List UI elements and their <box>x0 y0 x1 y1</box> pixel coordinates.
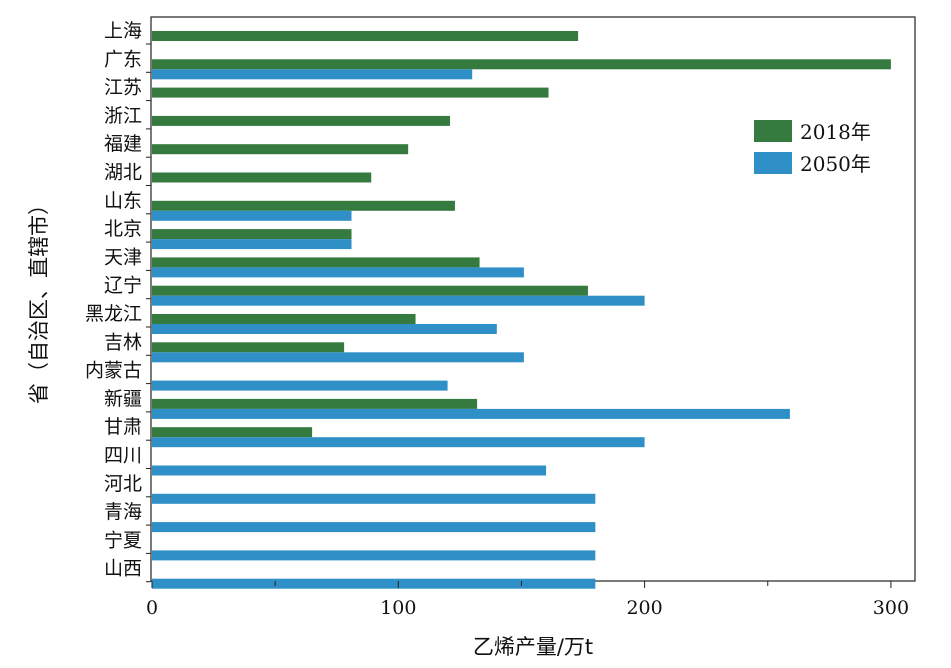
category-label: 吉林 <box>104 331 142 353</box>
bar-2018 <box>152 285 588 296</box>
x-tick-label: 300 <box>873 597 909 619</box>
legend-swatch-2050 <box>754 152 792 174</box>
bar-2018 <box>152 115 451 126</box>
bar-2050 <box>152 352 524 363</box>
bar-2050 <box>152 437 645 448</box>
bar-2050 <box>152 210 352 221</box>
category-label: 新疆 <box>104 388 142 410</box>
bar-2018 <box>152 342 345 353</box>
bar-2018 <box>152 314 416 324</box>
category-label: 天津 <box>104 246 142 268</box>
category-label: 江苏 <box>104 77 142 99</box>
bar-2018 <box>152 229 352 240</box>
category-label: 上海 <box>104 20 142 42</box>
bar-2018 <box>152 87 549 98</box>
category-label: 内蒙古 <box>85 360 142 382</box>
bar-2018 <box>152 200 455 211</box>
y-axis-title: 省（自治区、直辖市） <box>27 194 51 404</box>
category-label: 山东 <box>104 190 142 212</box>
legend: 2018年 2050年 <box>754 120 871 176</box>
bar-2018 <box>152 257 480 268</box>
category-label: 北京 <box>104 218 142 240</box>
legend-swatch-2018 <box>754 120 792 142</box>
bar-2018 <box>152 427 313 438</box>
bar-2018 <box>152 172 372 183</box>
bar-2018 <box>152 144 409 155</box>
bar-2018 <box>152 398 478 409</box>
x-axis-ticks <box>151 581 892 588</box>
bars-group <box>152 31 891 589</box>
bar-2050 <box>152 578 596 589</box>
category-label: 广东 <box>104 48 142 70</box>
bar-2050 <box>152 522 596 533</box>
bar-2050 <box>152 267 524 278</box>
bar-2050 <box>152 465 547 476</box>
category-label: 河北 <box>104 473 142 495</box>
bar-2050 <box>152 295 645 306</box>
bar-2050 <box>152 408 790 419</box>
category-label: 浙江 <box>104 105 142 127</box>
bar-2050 <box>152 550 596 561</box>
category-label: 黑龙江 <box>85 303 142 325</box>
category-labels: 上海广东江苏浙江福建湖北山东北京天津辽宁黑龙江吉林内蒙古新疆甘肃四川河北青海宁夏… <box>85 20 151 583</box>
bar-2050 <box>152 324 497 334</box>
x-axis-tick-labels: 0 100 200 300 <box>146 597 909 619</box>
legend-label-2018: 2018年 <box>800 120 871 144</box>
category-label: 山西 <box>104 558 142 580</box>
legend-label-2050: 2050年 <box>800 152 871 176</box>
category-label: 福建 <box>104 133 142 155</box>
bar-2050 <box>152 380 448 391</box>
category-label: 青海 <box>104 501 142 523</box>
category-label: 甘肃 <box>104 416 142 438</box>
category-label: 湖北 <box>104 162 142 184</box>
bar-2018 <box>152 59 891 70</box>
category-label: 宁夏 <box>104 529 142 551</box>
category-label: 辽宁 <box>104 275 142 297</box>
x-tick-label: 200 <box>626 597 662 619</box>
bar-2050 <box>152 69 473 80</box>
x-tick-label: 100 <box>380 597 416 619</box>
x-axis-title: 乙烯产量/万t <box>473 635 593 659</box>
bar-2050 <box>152 239 352 250</box>
x-tick-label: 0 <box>146 597 158 619</box>
bar-2050 <box>152 493 596 504</box>
category-label: 四川 <box>104 445 142 467</box>
bar-2018 <box>152 31 579 41</box>
